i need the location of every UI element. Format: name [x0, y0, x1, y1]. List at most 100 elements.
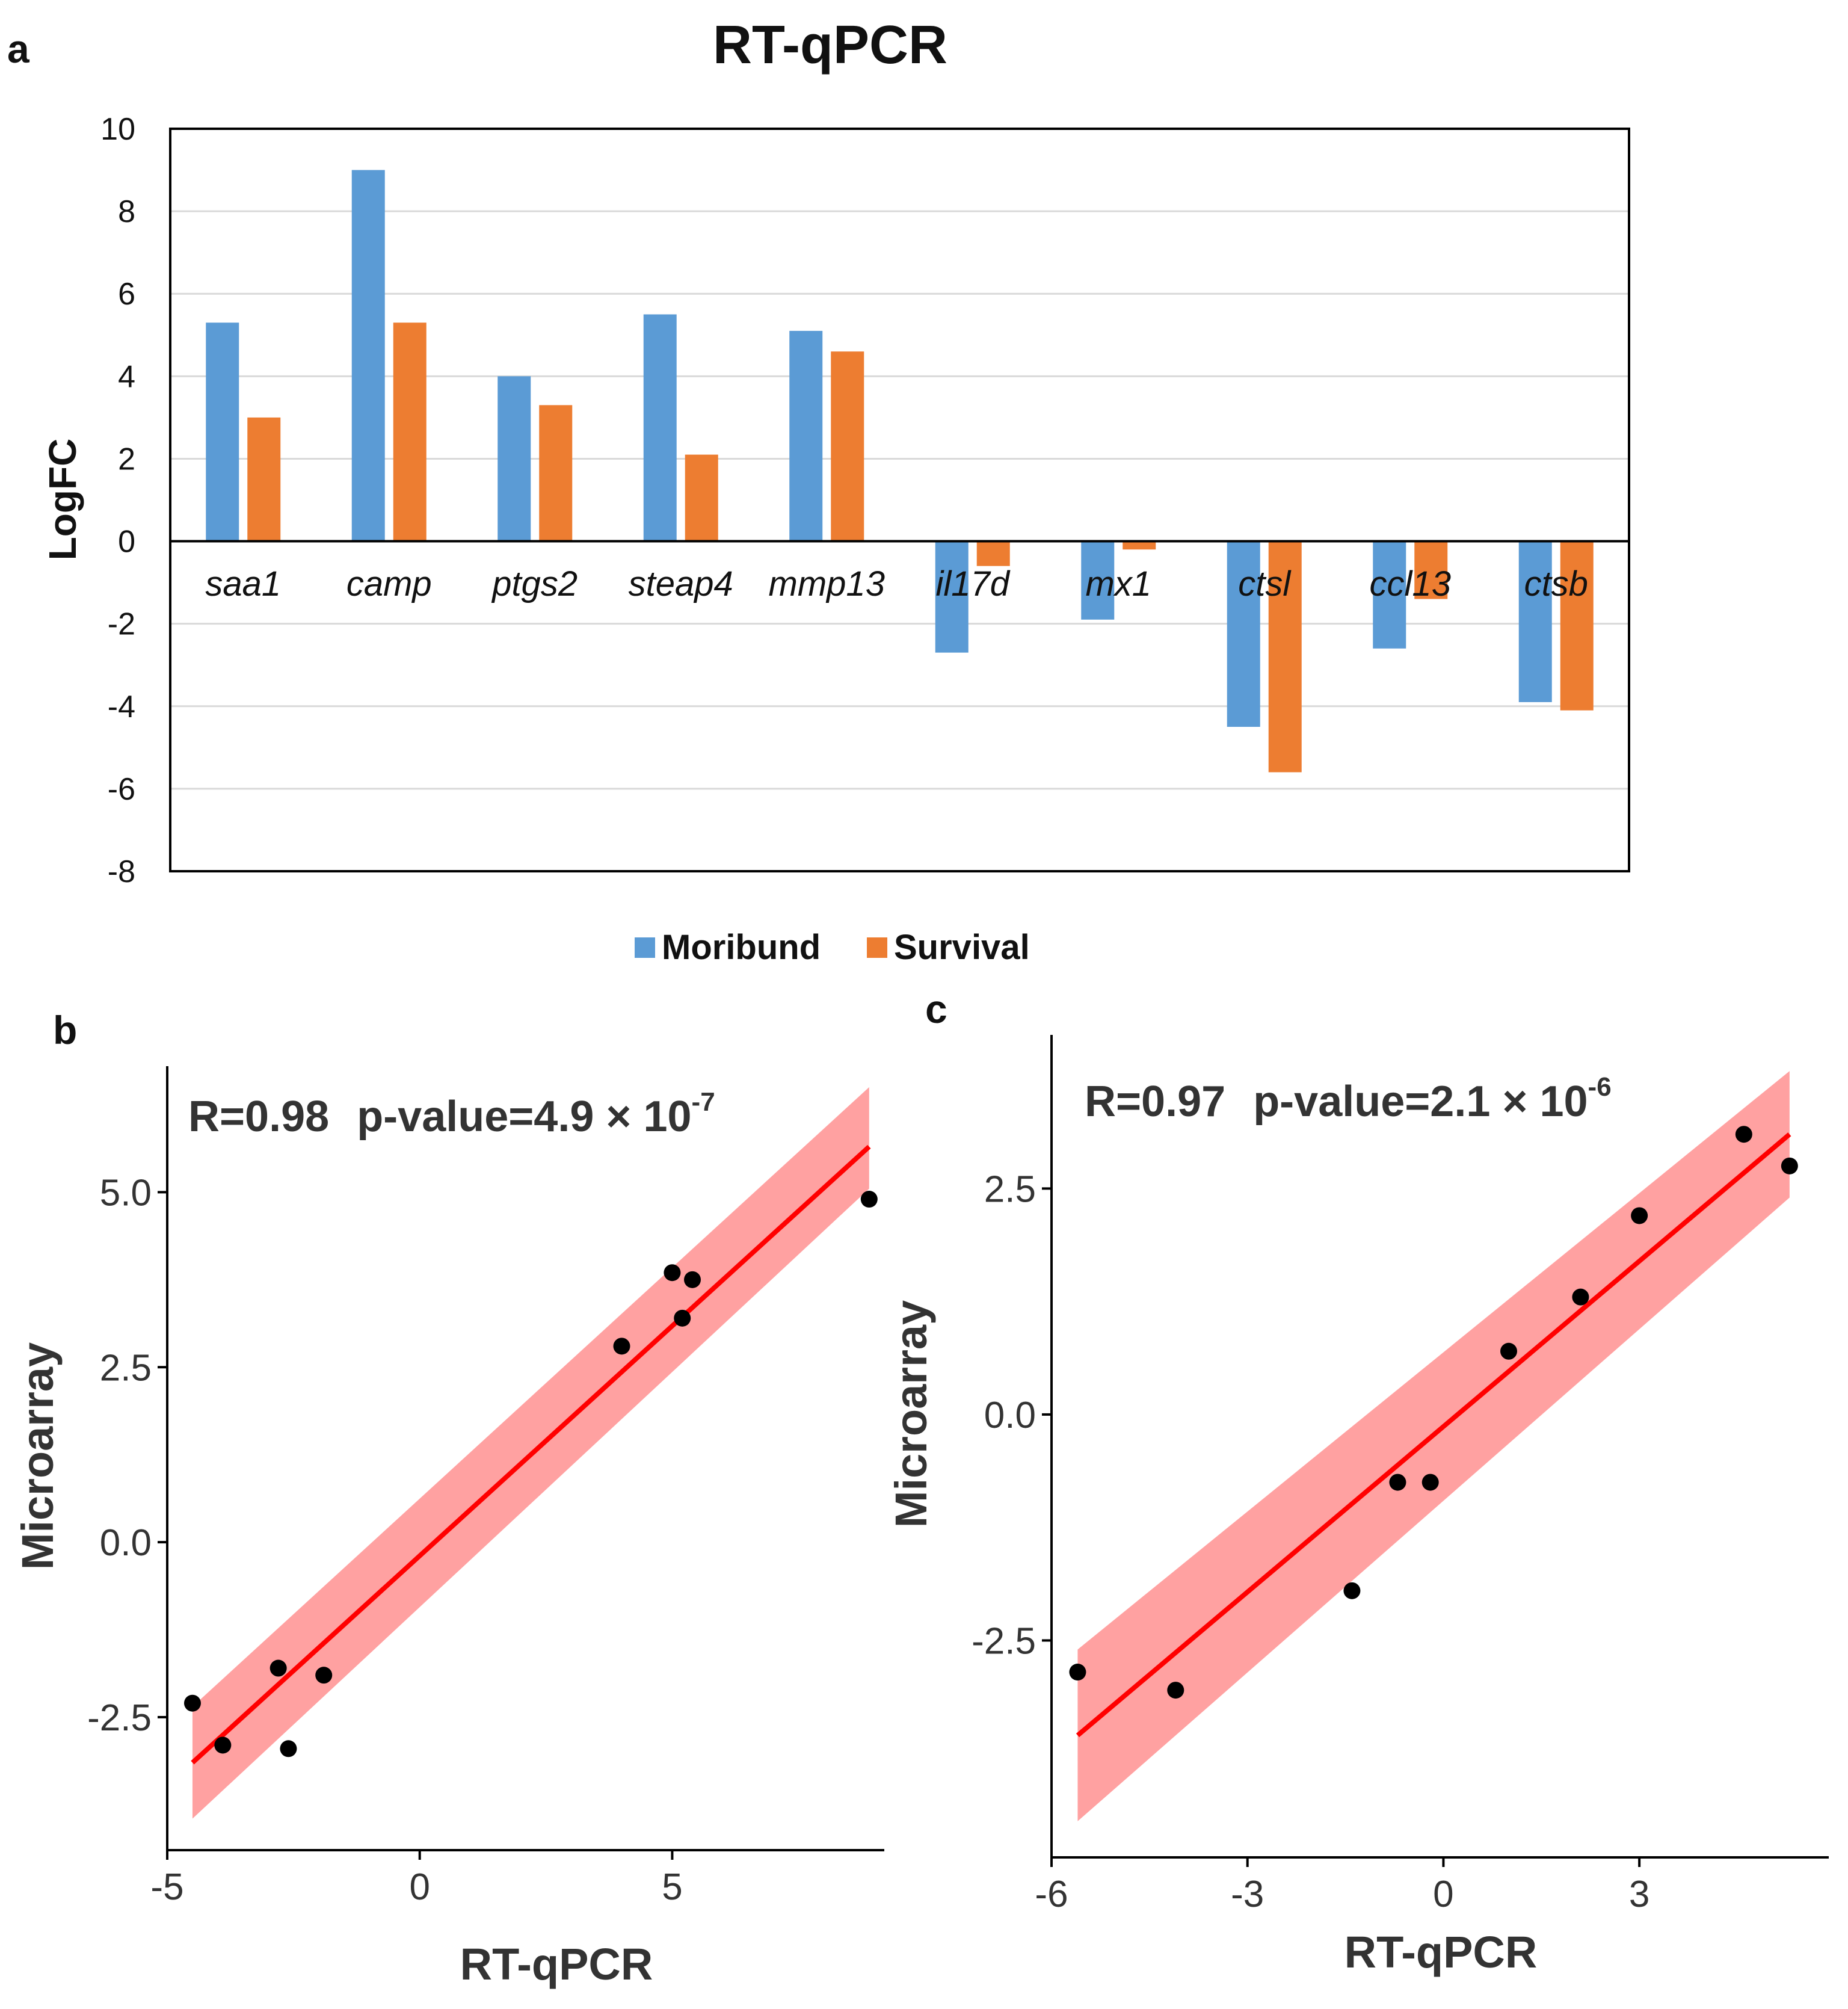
chart-title: RT-qPCR [713, 15, 947, 75]
data-point [1631, 1207, 1648, 1224]
x-tick-label: 5 [662, 1866, 682, 1908]
data-point [1781, 1157, 1798, 1174]
x-tick-label: -6 [1035, 1874, 1068, 1915]
x-axis-title: RT-qPCR [1344, 1927, 1538, 1977]
y-axis-title: Microarray [13, 1342, 63, 1570]
data-point [1389, 1474, 1406, 1491]
regression-line [191, 1144, 871, 1765]
p-value: p-value=4.9 × 10 [357, 1093, 691, 1141]
correlation-annotation: R=0.98 p-value=4.9 × 10-7 [188, 1087, 715, 1141]
y-tick-label: 5.0 [100, 1172, 152, 1214]
data-point [1500, 1342, 1517, 1360]
legend-swatch-moribund [635, 937, 655, 958]
regression-line [1076, 1132, 1791, 1738]
y-tick-label: -4 [108, 690, 135, 724]
bar-moribund-ccl13 [1373, 541, 1406, 649]
bar-survival-ctsb [1560, 541, 1594, 711]
bar-moribund-camp [351, 170, 385, 542]
category-label: ccl13 [1370, 564, 1451, 603]
bar-moribund-steap4 [643, 314, 677, 542]
bar-moribund-ctsl [1227, 541, 1260, 727]
x-tick-label: -5 [150, 1866, 183, 1908]
confidence-band [1077, 1071, 1790, 1821]
bar-survival-ctsl [1268, 541, 1302, 773]
bar-moribund-mx1 [1081, 541, 1115, 620]
x-tick-label: 0 [1433, 1874, 1453, 1915]
y-tick-label: -2.5 [87, 1697, 152, 1739]
data-point [183, 1694, 201, 1712]
y-tick-labels: 10 8 6 4 2 0 -2 -4 -6 -8 [100, 112, 135, 889]
x-tick-label: 0 [409, 1866, 430, 1908]
y-tick-label: -2 [108, 607, 135, 642]
category-label: saa1 [205, 564, 281, 603]
data-point [280, 1740, 297, 1757]
bar-survival-ptgs2 [539, 405, 573, 542]
y-tick-label: 6 [118, 277, 135, 312]
panel-label-a: a [7, 26, 30, 71]
data-point [1167, 1682, 1184, 1699]
data-point [860, 1191, 878, 1208]
bar-chart-panel: RT-qPCR 10 8 6 4 2 0 -2 -4 -6 -8 saa1 camp ptgs2 ste… [41, 15, 1630, 967]
category-label: camp [346, 564, 432, 603]
legend-label-moribund: Moribund [662, 928, 821, 967]
category-label: mx1 [1085, 564, 1151, 603]
y-tick-label: -6 [108, 772, 135, 807]
legend-swatch-survival [867, 937, 887, 958]
panel-label-b: b [53, 1008, 77, 1052]
bar-survival-ccl13 [1414, 541, 1448, 599]
category-label: steap4 [629, 564, 733, 603]
bar-survival-saa1 [247, 417, 281, 542]
category-label: ctsl [1238, 564, 1292, 603]
p-value: p-value=2.1 × 10 [1253, 1078, 1588, 1126]
category-label: ctsb [1524, 564, 1588, 603]
data-point [674, 1309, 691, 1327]
bar-moribund-il17d [935, 541, 969, 653]
bar-moribund-ptgs2 [497, 376, 531, 542]
y-tick-label: 2.5 [984, 1168, 1036, 1210]
bar-moribund-ctsb [1518, 541, 1552, 702]
data-point [613, 1338, 630, 1355]
category-label: ptgs2 [491, 564, 578, 603]
y-tick-label: -2.5 [972, 1620, 1036, 1662]
bar-survival-mx1 [1123, 541, 1156, 550]
legend: Moribund Survival [635, 928, 1030, 967]
bar-survival-mmp13 [831, 351, 864, 542]
bar-survival-il17d [976, 541, 1010, 566]
y-tick-label: 8 [118, 194, 135, 229]
x-tick-label: -3 [1231, 1874, 1264, 1915]
data-point [664, 1264, 681, 1282]
gridlines [170, 128, 1629, 872]
bar-moribund-mmp13 [789, 330, 823, 542]
data-point [1572, 1288, 1589, 1306]
data-point [315, 1667, 333, 1684]
data-point [684, 1271, 701, 1288]
scatter-panel-c: -6 -3 0 32.50.0-2.5 R=0.97 p-value=2.1 × 10-… [886, 1035, 1829, 1977]
y-tick-label: 10 [100, 112, 135, 147]
bar-moribund-saa1 [206, 322, 239, 542]
bars [206, 170, 1594, 773]
y-tick-label: 0.0 [100, 1522, 152, 1564]
y-tick-label: 2.5 [100, 1347, 152, 1389]
p-exponent: -6 [1588, 1072, 1612, 1102]
plot-frame [169, 128, 1630, 872]
y-tick-label: 4 [118, 359, 135, 394]
scatter-panel-b: -5 0 5 5.0 2.5 0.0 -2.5 R=0.98 p-value=4.9 × 10… [13, 1066, 884, 1989]
category-label: il17d [935, 564, 1010, 603]
y-axis-title: LogFC [41, 439, 84, 561]
data-point [1343, 1582, 1361, 1599]
y-tick-label: -8 [108, 854, 135, 889]
legend-label-survival: Survival [894, 928, 1030, 967]
data-point [1069, 1664, 1086, 1681]
category-label: mmp13 [769, 564, 885, 603]
x-tick-label: 3 [1629, 1874, 1649, 1915]
data-point [214, 1736, 232, 1754]
r-value: R=0.97 [1085, 1078, 1225, 1126]
y-axis-title: Microarray [886, 1300, 936, 1528]
bar-survival-camp [393, 322, 427, 542]
y-tick-label: 2 [118, 442, 135, 477]
x-axis-title: RT-qPCR [460, 1939, 653, 1989]
y-tick-label: 0 [118, 525, 135, 560]
y-tick-label: 0.0 [984, 1395, 1036, 1436]
data-point [1735, 1126, 1752, 1143]
